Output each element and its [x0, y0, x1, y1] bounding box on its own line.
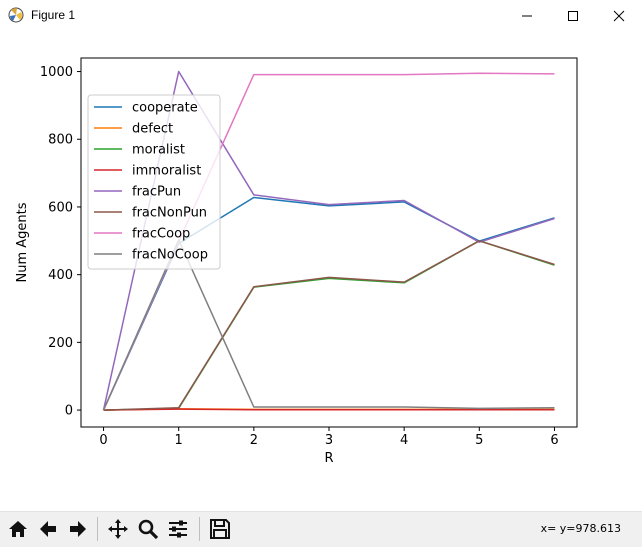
- legend-label-cooperate: cooperate: [132, 101, 198, 116]
- x-tick-label: 6: [550, 433, 558, 448]
- back-icon: [40, 521, 56, 537]
- y-tick-label: 800: [48, 133, 73, 148]
- y-axis-label: Num Agents: [15, 202, 30, 282]
- close-button[interactable]: [596, 0, 642, 31]
- x-axis-label: R: [324, 451, 333, 466]
- save-icon: [210, 519, 230, 539]
- zoom-icon: [138, 519, 159, 540]
- x-tick-label: 5: [475, 433, 483, 448]
- y-tick-label: 600: [48, 200, 73, 215]
- maximize-icon: [568, 10, 578, 21]
- legend-label-fracCoop: fracCoop: [132, 227, 190, 242]
- y-tick-label: 200: [48, 336, 73, 351]
- zoom-button[interactable]: [135, 516, 161, 542]
- legend-label-defect: defect: [132, 122, 173, 137]
- x-tick-label: 2: [250, 433, 258, 448]
- home-button[interactable]: [5, 516, 31, 542]
- window-title: Figure 1: [31, 8, 76, 22]
- x-tick-label: 1: [175, 433, 183, 448]
- minimize-button[interactable]: [504, 0, 550, 31]
- matplotlib-logo-icon: [8, 7, 24, 23]
- forward-button[interactable]: [65, 516, 91, 542]
- y-tick-label: 0: [65, 404, 73, 419]
- toolbar-separator: [97, 517, 98, 541]
- navigation-toolbar: x= y=978.613: [0, 511, 642, 547]
- figure-canvas[interactable]: 0 1 2 3 4 5 6 0 200 400 600 800 1000 R Num Agents coope…: [0, 31, 642, 511]
- close-icon: [613, 10, 625, 21]
- pan-button[interactable]: [105, 516, 131, 542]
- legend-label-moralist: moralist: [132, 143, 185, 158]
- minimize-icon: [522, 15, 532, 16]
- back-button[interactable]: [35, 516, 61, 542]
- series-line-fracNonPun: [103, 240, 555, 411]
- home-icon: [9, 521, 27, 537]
- subplots-button[interactable]: [165, 516, 191, 542]
- legend-label-immoralist: immoralist: [132, 164, 201, 179]
- legend-label-fracNoCoop: fracNoCoop: [132, 248, 208, 263]
- maximize-button[interactable]: [550, 0, 596, 31]
- cursor-coordinates: x= y=978.613: [540, 522, 621, 535]
- title-bar: Figure 1: [0, 0, 642, 32]
- legend-label-fracNonPun: fracNonPun: [132, 206, 207, 221]
- line-chart[interactable]: 0 1 2 3 4 5 6 0 200 400 600 800 1000 R Num Agents coope…: [0, 31, 642, 511]
- legend-label-fracPun: fracPun: [132, 185, 181, 200]
- x-tick-label: 3: [325, 433, 333, 448]
- toolbar-separator: [199, 517, 200, 541]
- y-tick-label: 400: [48, 268, 73, 283]
- series-line-fracPun: [102, 70, 555, 411]
- x-tick-label: 4: [400, 433, 408, 448]
- subplots-icon: [169, 520, 187, 538]
- x-tick-label: 0: [99, 433, 107, 448]
- forward-icon: [70, 521, 86, 537]
- pan-icon: [108, 519, 128, 539]
- legend-box: [87, 94, 221, 270]
- save-button[interactable]: [207, 516, 233, 542]
- y-tick-label: 1000: [40, 65, 73, 80]
- series-line-immoralist: [103, 408, 555, 411]
